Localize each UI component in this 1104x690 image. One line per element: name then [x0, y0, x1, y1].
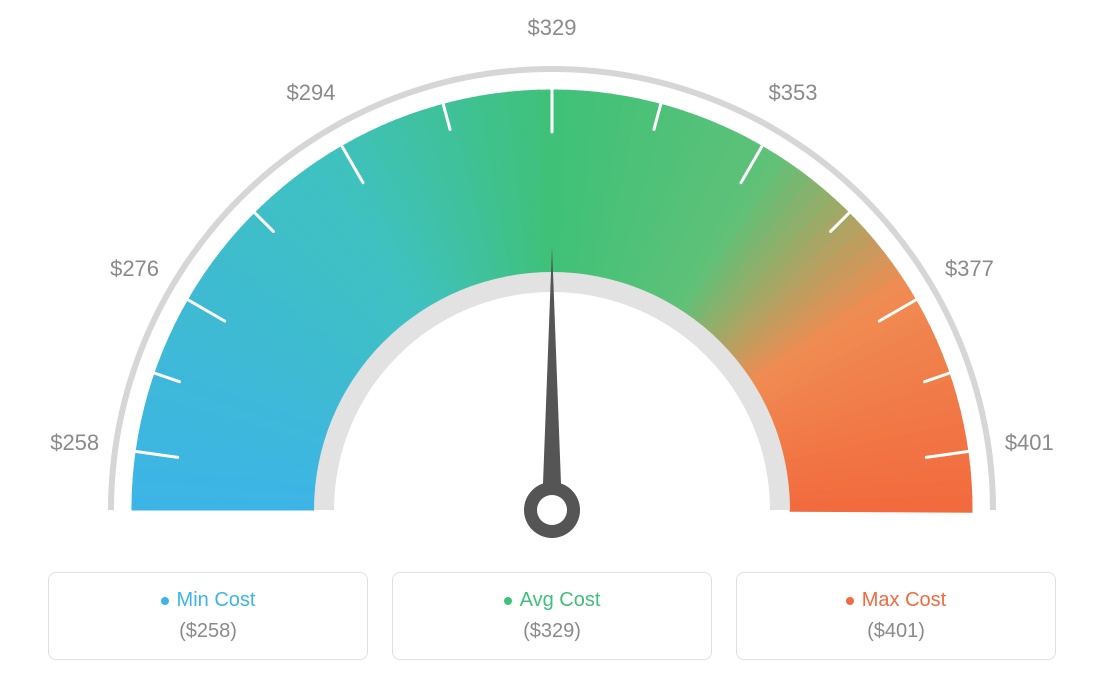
legend-dot-avg: [504, 597, 512, 605]
legend: Min Cost ($258) Avg Cost ($329) Max Cost…: [0, 572, 1104, 660]
legend-box-avg: Avg Cost ($329): [392, 572, 712, 660]
tick-label: $401: [1005, 430, 1054, 456]
legend-box-max: Max Cost ($401): [736, 572, 1056, 660]
legend-dot-max: [846, 597, 854, 605]
tick-label: $329: [528, 15, 577, 41]
legend-label-min: Min Cost: [177, 589, 256, 611]
legend-title-max: Max Cost: [747, 589, 1045, 612]
tick-label: $276: [110, 256, 159, 282]
legend-title-avg: Avg Cost: [403, 589, 701, 612]
legend-title-min: Min Cost: [59, 589, 357, 612]
legend-label-max: Max Cost: [862, 589, 946, 611]
tick-label: $258: [50, 430, 99, 456]
tick-label: $294: [287, 80, 336, 106]
legend-dot-min: [161, 597, 169, 605]
tick-label: $353: [769, 80, 818, 106]
legend-value-avg: ($329): [403, 620, 701, 643]
gauge-svg: [0, 0, 1104, 560]
legend-label-avg: Avg Cost: [520, 589, 601, 611]
cost-gauge-chart: $258 $276 $294 $329 $353 $377 $401: [0, 0, 1104, 560]
legend-value-min: ($258): [59, 620, 357, 643]
tick-label: $377: [945, 256, 994, 282]
legend-box-min: Min Cost ($258): [48, 572, 368, 660]
legend-value-max: ($401): [747, 620, 1045, 643]
